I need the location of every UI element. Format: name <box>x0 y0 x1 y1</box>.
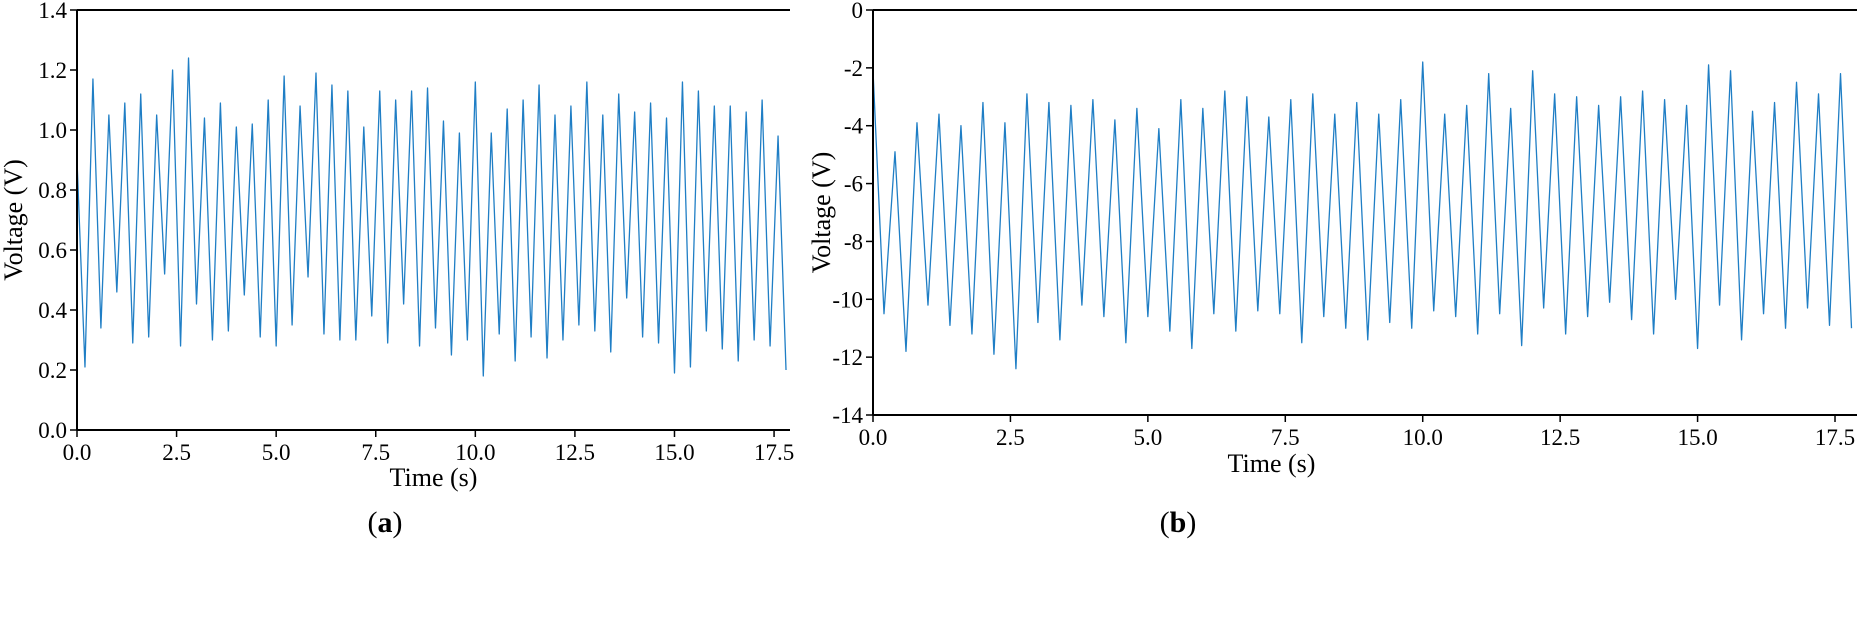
y-tick-label: 0.8 <box>38 178 67 203</box>
y-tick-label: 0.6 <box>38 238 67 263</box>
x-tick-label: 7.5 <box>361 440 390 465</box>
x-tick-label: 2.5 <box>162 440 191 465</box>
y-tick-label: -2 <box>844 56 863 81</box>
y-tick-label: 1.0 <box>38 118 67 143</box>
x-tick-label: 17.5 <box>754 440 794 465</box>
panel-label: (b) <box>1160 506 1197 539</box>
y-tick-label: -6 <box>844 172 863 197</box>
x-tick-label: 12.5 <box>1540 425 1580 450</box>
x-tick-label: 7.5 <box>1271 425 1300 450</box>
y-tick-label: 1.4 <box>38 0 67 23</box>
x-tick-label: 17.5 <box>1815 425 1855 450</box>
series-line <box>77 57 787 377</box>
y-tick-label: -10 <box>832 287 863 312</box>
x-tick-label: 10.0 <box>455 440 495 465</box>
x-tick-label: 15.0 <box>1677 425 1717 450</box>
x-axis-label: Time (s) <box>390 463 478 492</box>
x-tick-label: 5.0 <box>262 440 291 465</box>
y-tick-label: 0.2 <box>38 358 67 383</box>
y-tick-label: 0.0 <box>38 418 67 443</box>
x-tick-label: 10.0 <box>1403 425 1443 450</box>
x-tick-label: 15.0 <box>654 440 694 465</box>
y-tick-label: 0.4 <box>38 298 67 323</box>
chart-panel-b: 0.0 2.5 5.0 7.5 10.0 12.5 15.0 17.5 0 -2 -4 -6 -8 -10… <box>807 0 1857 539</box>
panel-label: (a) <box>368 506 403 539</box>
chart-panel-a: 0.0 2.5 5.0 7.5 10.0 12.5 15.0 17.5 0.0 0.2 0.4 0.6… <box>0 0 794 539</box>
y-tick-label: 1.2 <box>38 58 67 83</box>
y-tick-label: -8 <box>844 229 863 254</box>
series-line <box>873 61 1853 370</box>
y-tick-label: -14 <box>832 403 863 428</box>
x-tick-label: 0.0 <box>63 440 92 465</box>
y-tick-label: 0 <box>852 0 864 23</box>
x-tick-label: 5.0 <box>1133 425 1162 450</box>
y-axis-label: Voltage (V) <box>807 152 836 274</box>
x-tick-label: 2.5 <box>996 425 1025 450</box>
y-tick-label: -12 <box>832 345 863 370</box>
x-tick-label: 0.0 <box>859 425 888 450</box>
x-tick-label: 12.5 <box>555 440 595 465</box>
y-axis-label: Voltage (V) <box>0 159 28 281</box>
y-tick-label: -4 <box>844 114 864 139</box>
x-axis-label: Time (s) <box>1228 449 1316 478</box>
